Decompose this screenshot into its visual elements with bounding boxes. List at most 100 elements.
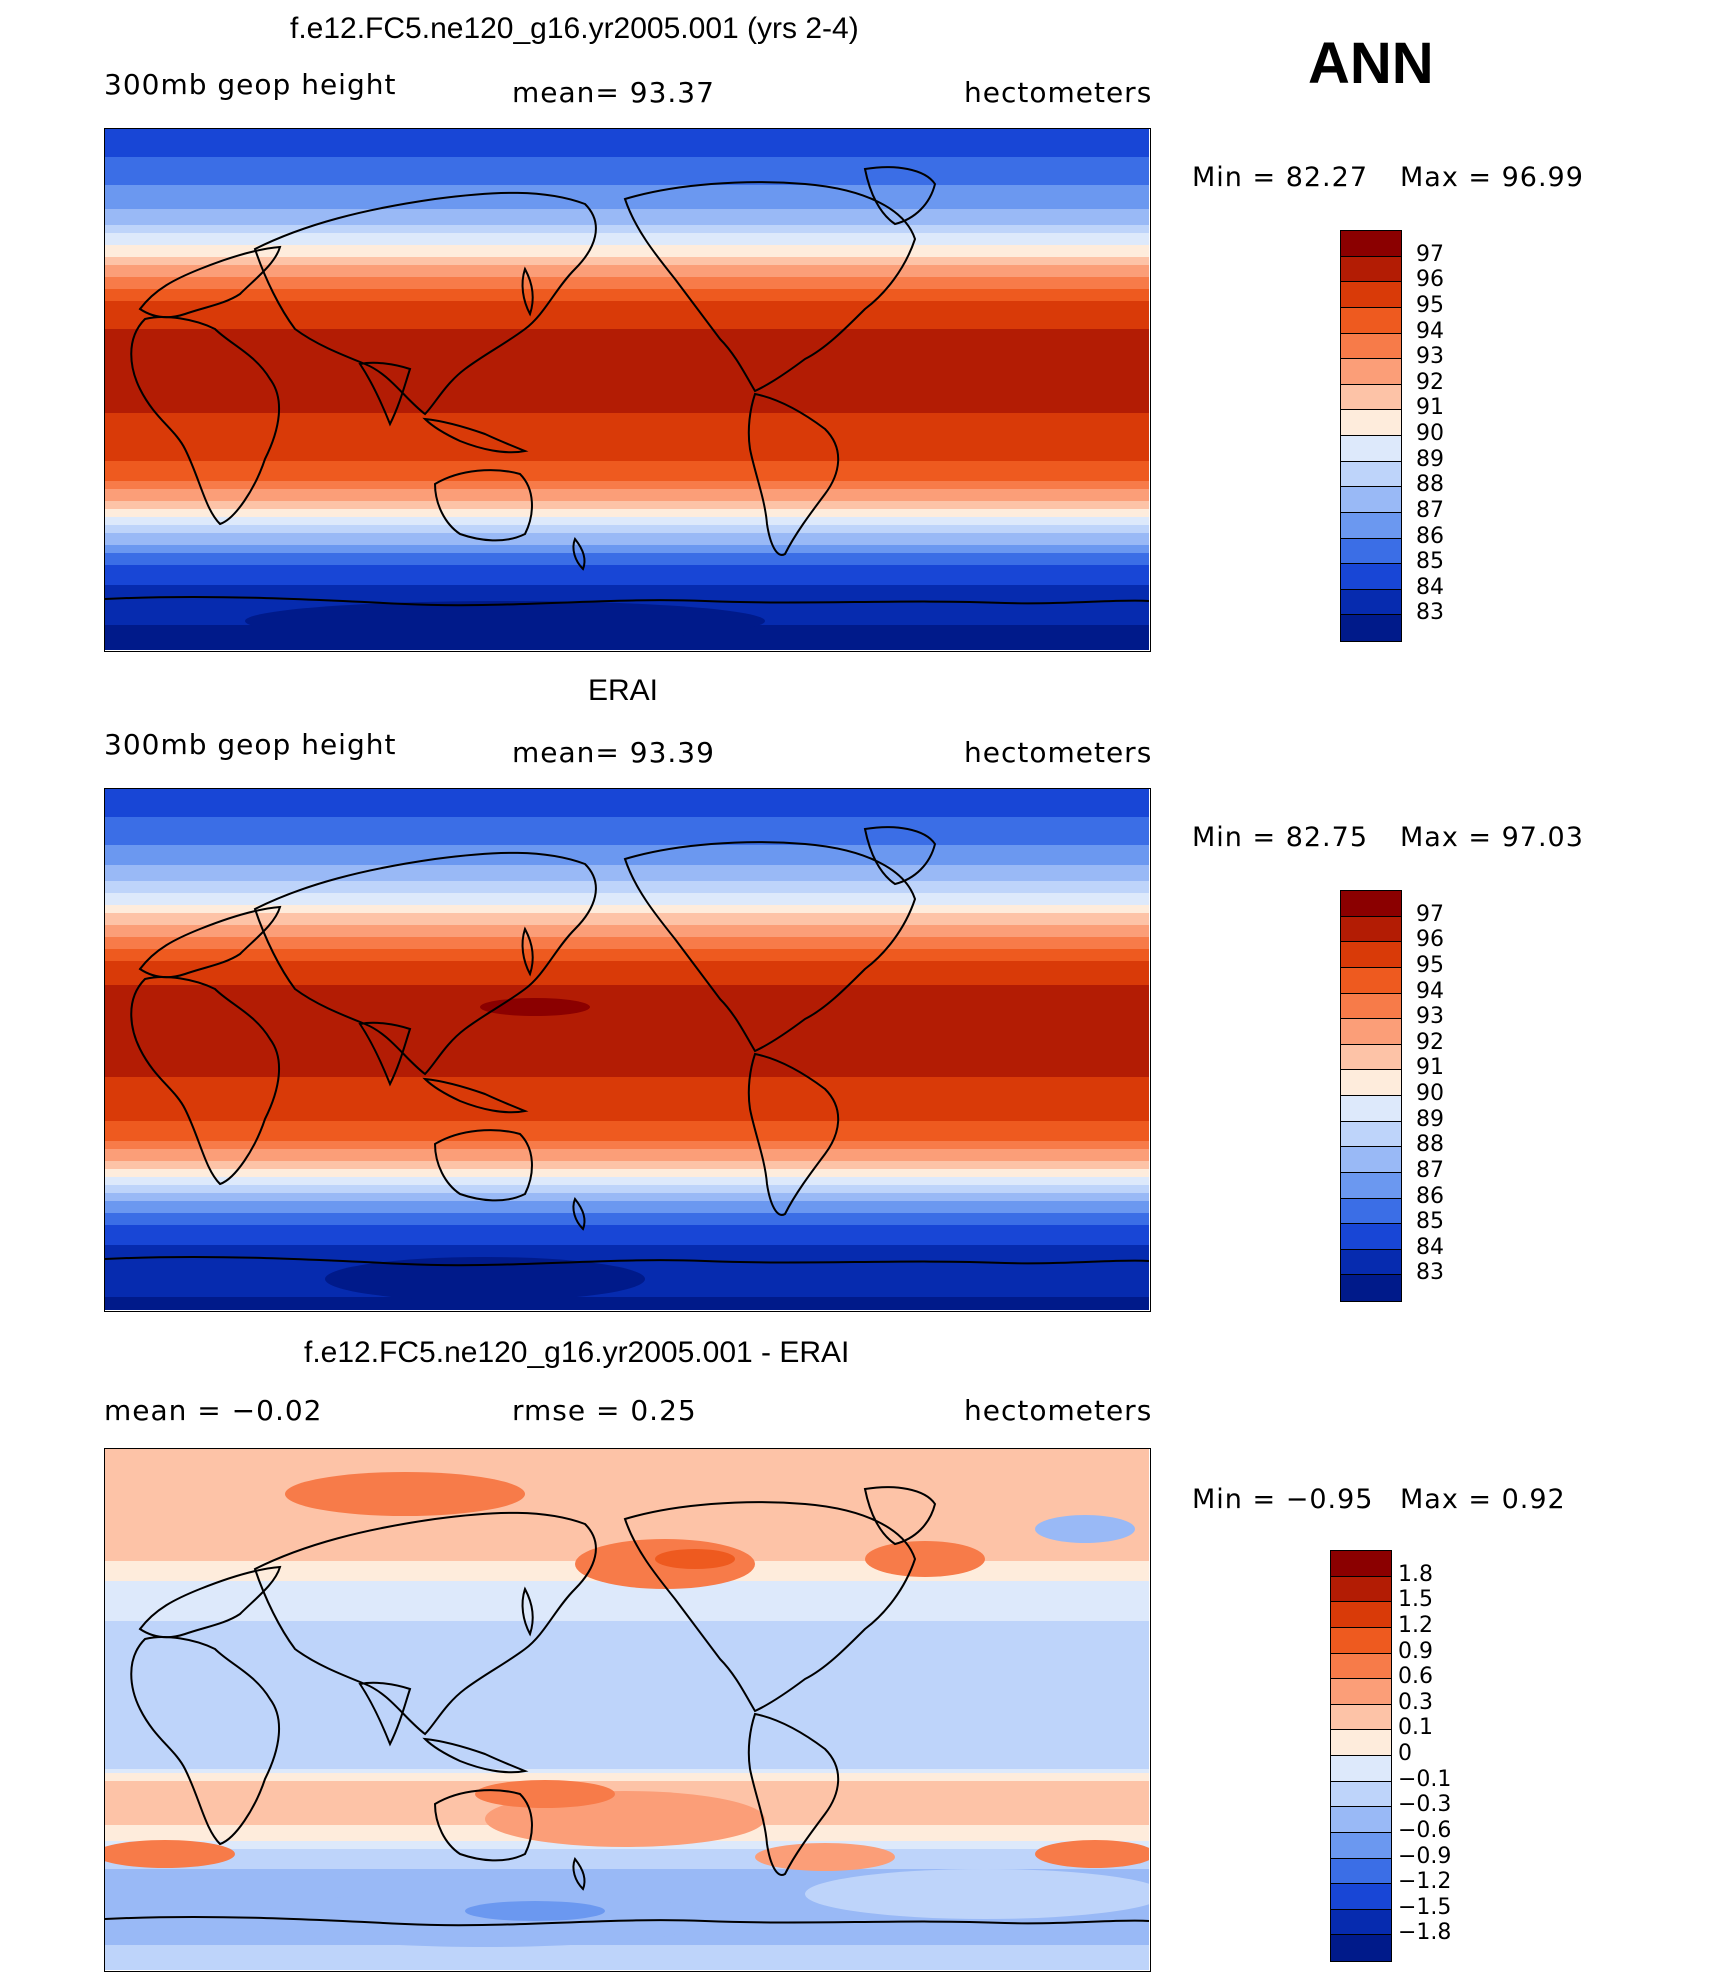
contour-band xyxy=(105,1121,1149,1126)
contour-band xyxy=(105,1945,1149,1950)
colorbar-cell xyxy=(1341,967,1401,994)
contour-band xyxy=(105,1713,1149,1718)
contour-band xyxy=(105,161,1149,166)
colorbar-cell xyxy=(1341,307,1401,334)
contour-band xyxy=(105,373,1149,378)
season-label: ANN xyxy=(1308,31,1434,96)
contour-band xyxy=(105,1869,1149,1874)
contour-band xyxy=(105,545,1149,550)
contour-band xyxy=(105,1625,1149,1630)
contour-band xyxy=(105,1009,1149,1014)
colorbar-cell xyxy=(1341,256,1401,283)
contour-band xyxy=(105,1061,1149,1066)
contour-band xyxy=(105,261,1149,266)
contour-band xyxy=(105,305,1149,310)
contour-band xyxy=(105,533,1149,538)
coastline xyxy=(130,976,281,1186)
colorbar-cell xyxy=(1341,1249,1401,1276)
colorbar-cell xyxy=(1331,1576,1391,1603)
contour-region xyxy=(475,1780,615,1808)
contour-band xyxy=(105,913,1149,918)
contour-band xyxy=(105,989,1149,994)
colorbar-cell xyxy=(1341,487,1401,513)
contour-band xyxy=(105,1693,1149,1698)
contour-band xyxy=(105,1649,1149,1654)
contour-band xyxy=(105,1253,1149,1258)
colorbar-tick-label: 93 xyxy=(1416,1004,1444,1030)
contour-band xyxy=(105,1029,1149,1034)
contour-band xyxy=(105,833,1149,838)
coastline xyxy=(358,1681,412,1747)
contour-band xyxy=(105,285,1149,290)
colorbar-tick-label: 95 xyxy=(1416,952,1444,978)
colorbar-tick-label: −1.2 xyxy=(1398,1869,1452,1895)
contour-band xyxy=(105,409,1149,414)
coastline xyxy=(138,245,282,319)
contour-band xyxy=(105,597,1149,602)
contour-band xyxy=(105,457,1149,462)
colorbar-cell xyxy=(1331,1858,1391,1885)
colorbar-tick-label: 87 xyxy=(1416,1157,1444,1183)
coastline xyxy=(747,392,840,556)
contour-band xyxy=(105,489,1149,494)
contour-band xyxy=(105,993,1149,998)
colorbar-cell xyxy=(1341,461,1401,488)
contour-band xyxy=(105,417,1149,422)
contour-band xyxy=(105,1449,1149,1454)
colorbar-cell xyxy=(1341,1070,1401,1096)
contour-band xyxy=(105,1081,1149,1086)
colorbar-tick-label: 96 xyxy=(1416,267,1444,293)
colorbar-tick-label: 86 xyxy=(1416,523,1444,549)
contour-band xyxy=(105,181,1149,186)
contour-band xyxy=(105,789,1149,794)
contour-band xyxy=(105,901,1149,906)
coastline xyxy=(253,191,597,416)
panel1-map xyxy=(104,128,1151,652)
contour-band xyxy=(105,173,1149,178)
contour-band xyxy=(105,805,1149,810)
contour-band xyxy=(105,981,1149,986)
contour-band xyxy=(105,229,1149,234)
contour-band xyxy=(105,1033,1149,1038)
contour-band xyxy=(105,1025,1149,1030)
contour-band xyxy=(105,645,1149,650)
contour-band xyxy=(105,341,1149,346)
contour-band xyxy=(105,837,1149,842)
contour-band xyxy=(105,1653,1149,1658)
contour-band xyxy=(105,1705,1149,1710)
contour-band xyxy=(105,325,1149,330)
contour-band xyxy=(105,889,1149,894)
contour-band xyxy=(105,1701,1149,1706)
contour-band xyxy=(105,169,1149,174)
panel3-min-label: Min = −0.95 xyxy=(1192,1484,1374,1515)
contour-band xyxy=(105,1509,1149,1514)
contour-band xyxy=(105,1133,1149,1138)
contour-band xyxy=(105,473,1149,478)
contour-band xyxy=(105,829,1149,834)
contour-region xyxy=(805,1869,1149,1919)
panel2-min-label: Min = 82.75 xyxy=(1192,822,1368,853)
contour-band xyxy=(105,977,1149,982)
colorbar-tick-label: 1.2 xyxy=(1398,1612,1433,1638)
colorbar-cell xyxy=(1341,916,1401,943)
contour-region xyxy=(255,1891,715,1947)
contour-band xyxy=(105,821,1149,826)
contour-band xyxy=(105,1849,1149,1854)
contour-band xyxy=(105,1013,1149,1018)
contour-band xyxy=(105,465,1149,470)
contour-band xyxy=(105,809,1149,814)
colorbar-cell xyxy=(1341,436,1401,462)
colorbar-cell xyxy=(1331,1807,1391,1833)
contour-band xyxy=(105,1233,1149,1238)
contour-band xyxy=(105,1105,1149,1110)
colorbar-cell xyxy=(1331,1756,1391,1782)
coastline xyxy=(358,1021,412,1087)
contour-band xyxy=(105,149,1149,154)
contour-band xyxy=(105,1201,1149,1206)
contour-band xyxy=(105,145,1149,150)
colorbar-cell xyxy=(1341,410,1401,436)
contour-band xyxy=(105,517,1149,522)
contour-band xyxy=(105,1301,1149,1306)
contour-band xyxy=(105,1965,1149,1970)
contour-band xyxy=(105,1717,1149,1722)
